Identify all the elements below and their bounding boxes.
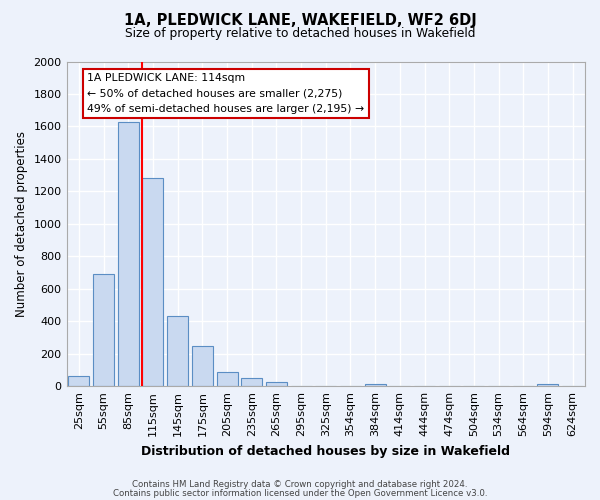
Bar	[68, 376, 89, 386]
Bar	[118, 122, 139, 386]
Text: Contains public sector information licensed under the Open Government Licence v3: Contains public sector information licen…	[113, 488, 487, 498]
Bar	[142, 178, 163, 386]
Bar	[93, 274, 114, 386]
Text: 1A, PLEDWICK LANE, WAKEFIELD, WF2 6DJ: 1A, PLEDWICK LANE, WAKEFIELD, WF2 6DJ	[124, 12, 476, 28]
Bar	[365, 384, 386, 386]
X-axis label: Distribution of detached houses by size in Wakefield: Distribution of detached houses by size …	[141, 444, 510, 458]
Bar	[217, 372, 238, 386]
Text: Contains HM Land Registry data © Crown copyright and database right 2024.: Contains HM Land Registry data © Crown c…	[132, 480, 468, 489]
Text: 1A PLEDWICK LANE: 114sqm
← 50% of detached houses are smaller (2,275)
49% of sem: 1A PLEDWICK LANE: 114sqm ← 50% of detach…	[87, 73, 364, 114]
Bar	[192, 346, 213, 386]
Bar	[266, 382, 287, 386]
Bar	[241, 378, 262, 386]
Text: Size of property relative to detached houses in Wakefield: Size of property relative to detached ho…	[125, 28, 475, 40]
Bar	[167, 316, 188, 386]
Bar	[538, 384, 559, 386]
Y-axis label: Number of detached properties: Number of detached properties	[15, 131, 28, 317]
